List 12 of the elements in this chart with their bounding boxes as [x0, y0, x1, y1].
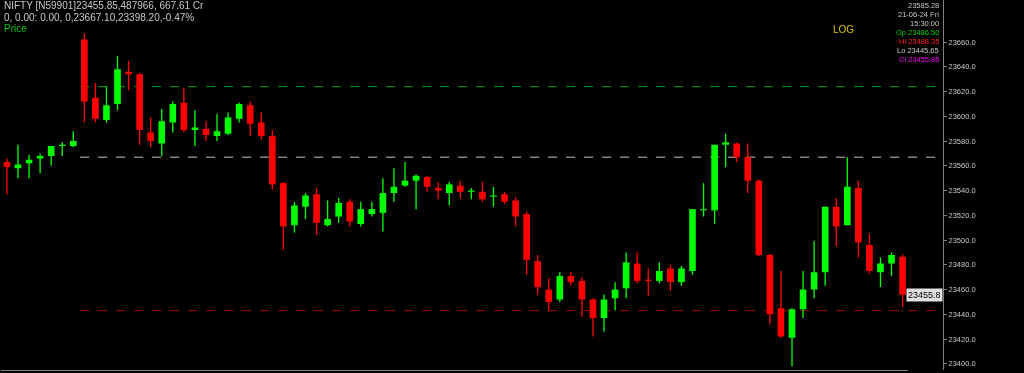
candlestick	[401, 162, 409, 187]
annotation: NIFTY [N59901]23455.85,487966, 667.61 Cr	[4, 0, 205, 11]
candlestick	[379, 178, 387, 232]
candlestick	[810, 241, 818, 299]
annotation: 0, 0.00: 0.00, 0,23667.10,23398.20,-0.47%	[4, 12, 195, 23]
candlestick	[213, 113, 221, 142]
candlestick	[3, 158, 11, 195]
annotation: 23455.8	[908, 290, 941, 300]
candlestick	[191, 110, 199, 147]
annotation: Price	[4, 23, 28, 34]
annotation: LOG	[833, 24, 855, 35]
candlestick	[412, 174, 420, 210]
